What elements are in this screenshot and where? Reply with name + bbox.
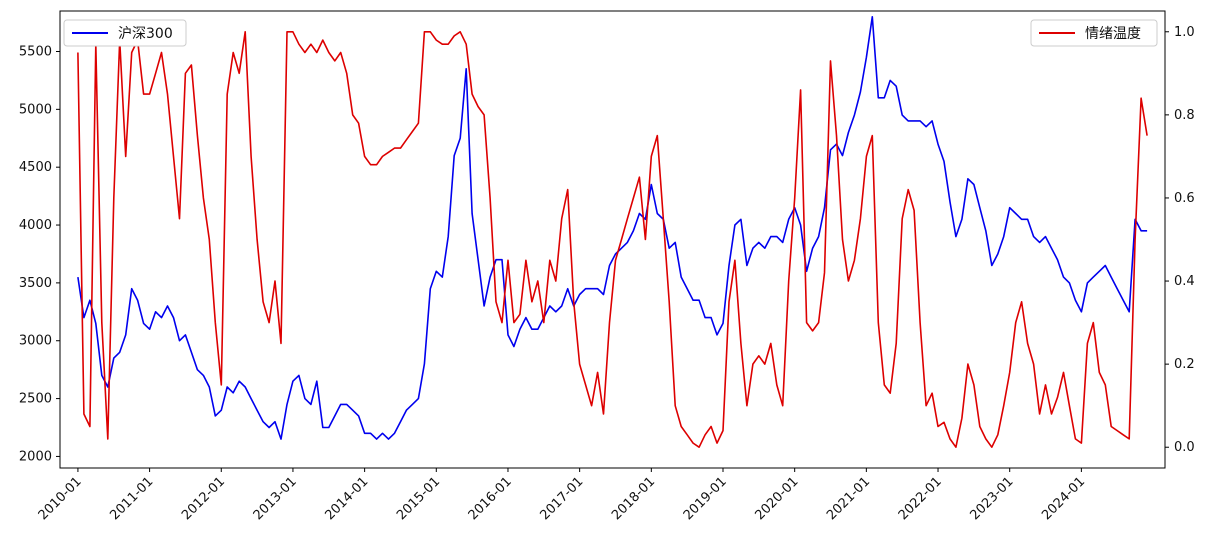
legend-right: 情绪温度 [1030, 19, 1158, 47]
plot-frame [59, 10, 1166, 469]
left-tick-label-5: 4500 [19, 160, 52, 175]
left-tick-label-3: 3500 [19, 276, 52, 291]
series-line-0 [77, 15, 1148, 440]
left-tick-label-0: 2000 [19, 449, 52, 464]
left-tick-label-1: 2500 [19, 392, 52, 407]
left-tick-label-6: 5000 [19, 102, 52, 117]
right-tick-label-3: 0.6 [1174, 191, 1195, 206]
legend-left-label: 沪深300 [118, 26, 173, 42]
legend-left-box [63, 19, 187, 47]
series-line-1 [77, 30, 1148, 449]
legend-left: 沪深300 [63, 19, 187, 47]
right-tick-label-2: 0.4 [1174, 274, 1195, 289]
right-tick-label-1: 0.2 [1174, 357, 1195, 372]
right-tick-label-4: 0.8 [1174, 108, 1195, 123]
right-tick-label-5: 1.0 [1174, 25, 1195, 40]
left-tick-label-7: 5500 [19, 44, 52, 59]
left-tick-label-4: 4000 [19, 218, 52, 233]
left-tick-label-2: 3000 [19, 334, 52, 349]
legend-right-box [1030, 19, 1158, 47]
right-tick-label-0: 0.0 [1174, 440, 1195, 455]
legend-right-label: 情绪温度 [1085, 26, 1141, 42]
